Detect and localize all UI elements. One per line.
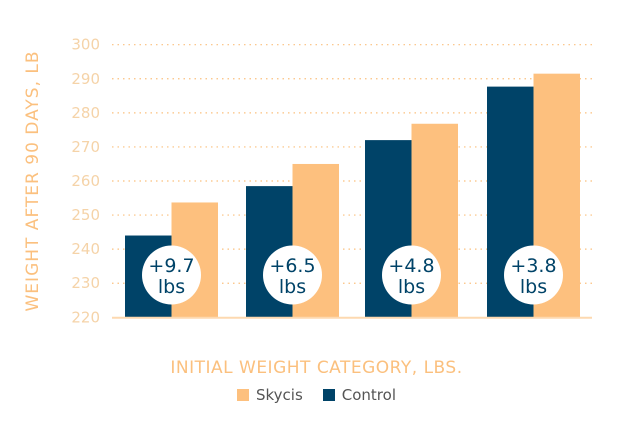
y-tick-label: 220 xyxy=(71,308,100,326)
legend-label: Skycis xyxy=(255,386,303,404)
difference-badge xyxy=(142,245,201,305)
difference-unit: lbs xyxy=(279,276,306,298)
difference-unit: lbs xyxy=(398,276,425,298)
difference-unit: lbs xyxy=(158,276,185,298)
y-tick-label: 250 xyxy=(71,206,100,224)
y-axis-label: WEIGHT AFTER 90 DAYS, LB xyxy=(23,50,43,311)
legend-swatch-control xyxy=(322,389,335,401)
x-axis-label: INITIAL WEIGHT CATEGORY, LBS. xyxy=(170,358,463,378)
legend-item-skycis: Skycis xyxy=(236,386,303,404)
legend-label: Control xyxy=(341,386,396,404)
legend-item-control: Control xyxy=(322,386,396,404)
y-tick-label: 230 xyxy=(71,274,100,292)
difference-badge xyxy=(263,245,322,305)
difference-value: +3.8 xyxy=(510,255,556,277)
difference-badge xyxy=(504,245,563,305)
y-tick-label: 240 xyxy=(71,240,100,258)
difference-badge xyxy=(382,245,441,305)
y-tick-label: 280 xyxy=(71,104,100,122)
difference-value: +6.5 xyxy=(269,255,315,277)
legend-swatch-skycis xyxy=(236,389,249,401)
y-tick-label: 260 xyxy=(71,172,100,190)
legend: Skycis Control xyxy=(0,386,633,404)
difference-unit: lbs xyxy=(520,276,547,298)
y-tick-label: 270 xyxy=(71,138,100,156)
difference-value: +4.8 xyxy=(388,255,434,277)
y-tick-label: 290 xyxy=(71,70,100,88)
difference-value: +9.7 xyxy=(148,255,194,277)
y-tick-label: 300 xyxy=(71,36,100,54)
